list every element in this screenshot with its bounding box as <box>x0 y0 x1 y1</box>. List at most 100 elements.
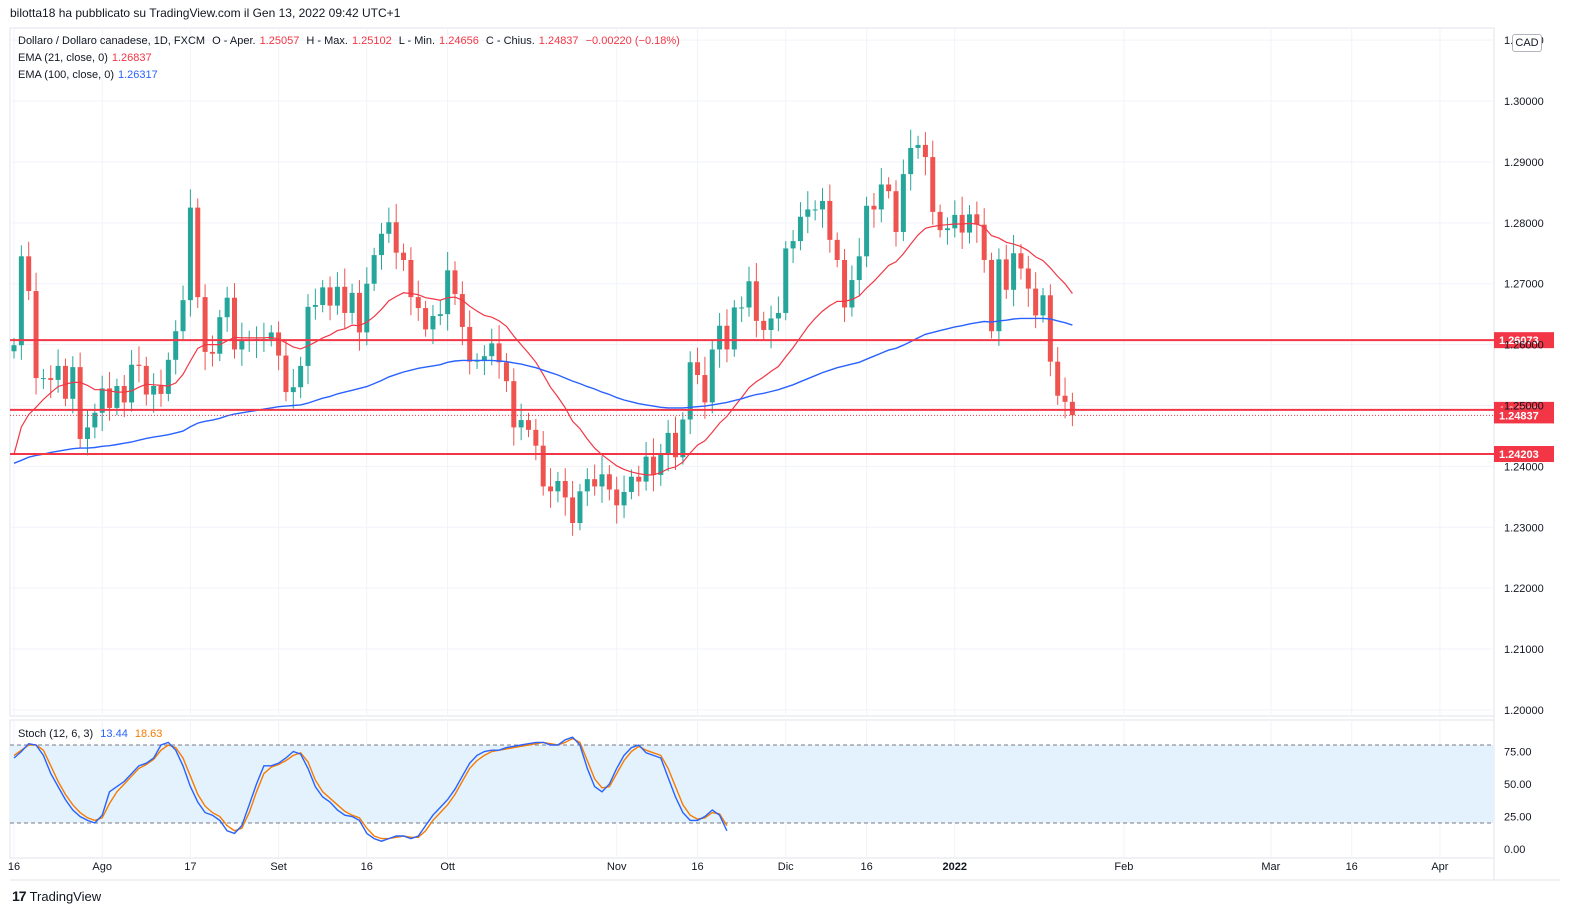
candle-body <box>327 287 333 306</box>
candle <box>967 205 972 244</box>
time-tick-label: Mar <box>1261 861 1280 873</box>
candle <box>548 468 554 508</box>
candle <box>680 412 686 465</box>
candle-body <box>989 259 995 332</box>
candle <box>136 346 142 383</box>
candle-body <box>820 200 825 210</box>
candle-body <box>746 281 752 308</box>
candle <box>526 412 531 438</box>
candle-body <box>503 362 509 382</box>
candle <box>386 207 392 243</box>
candle-body <box>628 476 634 492</box>
candle-body <box>1047 295 1053 362</box>
stoch-band <box>10 744 1494 824</box>
candle-body <box>900 174 906 232</box>
candle <box>62 358 68 407</box>
candle <box>562 468 568 516</box>
candle <box>195 198 201 309</box>
price-tick-label: 1.26000 <box>1504 340 1544 352</box>
open-label: O - Aper. <box>212 35 256 47</box>
stoch-legend[interactable]: Stoch (12, 6, 3) 13.44 18.63 <box>18 728 166 740</box>
candle-body <box>797 216 803 242</box>
candle <box>423 300 429 337</box>
ema100-line <box>13 317 1073 464</box>
candle-body <box>1040 295 1046 316</box>
candle-body <box>864 205 870 257</box>
candle <box>1062 377 1068 419</box>
candle-body <box>673 432 678 458</box>
candle <box>305 294 311 385</box>
symbol-name[interactable]: Dollaro / Dollaro canadese, 1D, FXCM <box>18 35 206 47</box>
candle <box>761 311 767 341</box>
price-tick-label: 1.25000 <box>1504 400 1544 412</box>
candle-body <box>26 256 32 292</box>
candle-body <box>893 191 899 232</box>
low-value: 1.24656 <box>439 35 479 47</box>
candle <box>555 471 561 503</box>
candle <box>393 203 399 270</box>
candle <box>695 347 701 385</box>
ema21-label: EMA (21, close, 0) <box>18 52 108 64</box>
candle <box>40 368 46 390</box>
candle-body <box>643 456 649 482</box>
candle <box>11 337 17 359</box>
candle <box>805 191 811 234</box>
candle <box>246 330 252 352</box>
candle <box>143 356 149 406</box>
candle-body <box>768 318 774 330</box>
candle <box>503 353 509 393</box>
candle-body <box>805 209 811 217</box>
candle-body <box>136 364 142 366</box>
ema21-legend[interactable]: EMA (21, close, 0) 1.26837 <box>18 52 156 64</box>
candle-body <box>592 479 598 487</box>
candle-body <box>217 317 223 354</box>
candle <box>878 168 884 223</box>
candle-body <box>775 312 781 319</box>
candle-body <box>437 314 443 316</box>
candle-body <box>621 491 627 506</box>
candle-body <box>268 332 274 340</box>
candle <box>379 222 384 270</box>
level-label: 1.24203 <box>1499 449 1539 461</box>
candle <box>570 480 576 536</box>
candle-body <box>753 281 759 321</box>
candle <box>820 188 825 228</box>
candle <box>1011 235 1017 307</box>
candle <box>1003 244 1009 299</box>
candle-body <box>99 388 105 413</box>
stoch-tick-label: 75.00 <box>1504 747 1532 759</box>
change-value: −0.00220 (−0.18%) <box>585 35 680 47</box>
candle-body <box>842 259 848 308</box>
candle <box>415 280 421 321</box>
candle-body <box>415 297 421 309</box>
ema100-legend[interactable]: EMA (100, close, 0) 1.26317 <box>18 69 162 81</box>
candle <box>599 456 605 503</box>
candle-body <box>180 300 186 332</box>
candle <box>489 328 495 366</box>
price-tick-label: 1.27000 <box>1504 279 1544 291</box>
candle-body <box>85 427 90 439</box>
candle <box>753 263 759 338</box>
candle <box>937 204 943 238</box>
candle-body <box>761 320 767 330</box>
candle-body <box>952 214 958 229</box>
candle-body <box>1011 253 1017 290</box>
time-tick-label: 16 <box>691 861 703 873</box>
candle <box>959 196 965 250</box>
candle-body <box>577 491 583 523</box>
brand[interactable]: 17 TradingView <box>12 888 101 904</box>
candle <box>768 305 774 349</box>
candle <box>944 217 950 245</box>
candle-body <box>342 286 348 313</box>
candle <box>151 373 157 413</box>
candle <box>996 248 1002 346</box>
candle <box>908 129 914 191</box>
candle <box>812 200 818 221</box>
candle-body <box>849 280 855 308</box>
time-tick-label: 16 <box>1346 861 1358 873</box>
currency-badge[interactable]: CAD <box>1512 34 1542 52</box>
candle <box>320 280 326 313</box>
candle-body <box>393 222 399 253</box>
low-label: L - Min. <box>398 35 436 47</box>
